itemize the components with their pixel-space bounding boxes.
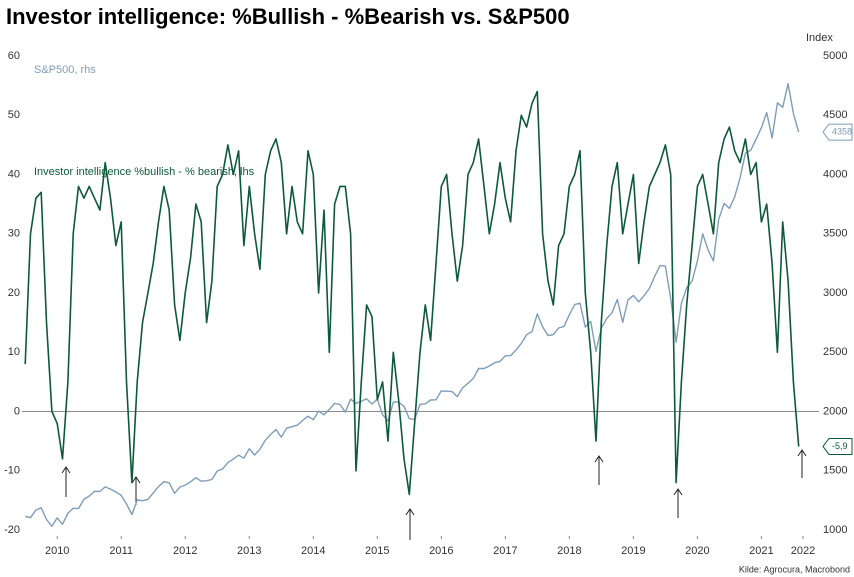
- x-tick-label: 2011: [109, 545, 133, 557]
- y2-tick-label: 2500: [823, 346, 847, 358]
- x-tick-label: 2013: [237, 545, 261, 557]
- y2-tick-label: 3500: [823, 228, 847, 240]
- x-tick-label: 2012: [173, 545, 197, 557]
- y-tick-label: 60: [8, 50, 20, 62]
- y-tick-label: -10: [4, 465, 20, 477]
- x-tick-label: 2021: [749, 545, 773, 557]
- x-tick-label: 2016: [429, 545, 453, 557]
- x-tick-label: 2020: [685, 545, 709, 557]
- x-tick-label: 2014: [301, 545, 325, 557]
- x-tick-label: 2022: [791, 545, 815, 557]
- series-line: [25, 83, 800, 527]
- legend-label: S&P500, rhs: [34, 64, 96, 76]
- x-tick-label: 2010: [45, 545, 69, 557]
- x-tick-label: 2017: [493, 545, 517, 557]
- value-label: -5,9: [832, 441, 848, 451]
- y2-tick-label: 5000: [823, 50, 847, 62]
- y2-tick-label: 2000: [823, 405, 847, 417]
- y-tick-label: 0: [14, 405, 20, 417]
- value-label-box: [822, 437, 853, 455]
- y-tick-label: 40: [8, 168, 20, 180]
- y-tick-label: -20: [4, 524, 20, 536]
- y2-axis-label: Index: [806, 32, 833, 44]
- y2-tick-label: 3000: [823, 287, 847, 299]
- source: Kilde: Agrocura, Macrobond: [739, 564, 850, 574]
- y-tick-label: 30: [8, 228, 20, 240]
- x-tick-label: 2018: [557, 545, 581, 557]
- value-label-box: [822, 123, 853, 141]
- chart-title: Investor intelligence: %Bullish - %Beari…: [6, 4, 570, 29]
- arrows: [61, 449, 807, 540]
- y-tick-label: 50: [8, 109, 20, 121]
- y2-tick-label: 4000: [823, 168, 847, 180]
- series-line: [24, 90, 800, 496]
- y2-tick-label: 1000: [823, 524, 847, 536]
- legend-label: Investor intelligence %bullish - % beari…: [34, 166, 255, 178]
- y-tick-label: 20: [8, 287, 20, 299]
- y-tick-label: 10: [8, 346, 20, 358]
- x-tick-label: 2019: [621, 545, 645, 557]
- x-tick-label: 2015: [365, 545, 389, 557]
- value-label: 4358: [832, 126, 852, 136]
- y2-tick-label: 4500: [823, 109, 847, 121]
- y2-tick-label: 1500: [823, 465, 847, 477]
